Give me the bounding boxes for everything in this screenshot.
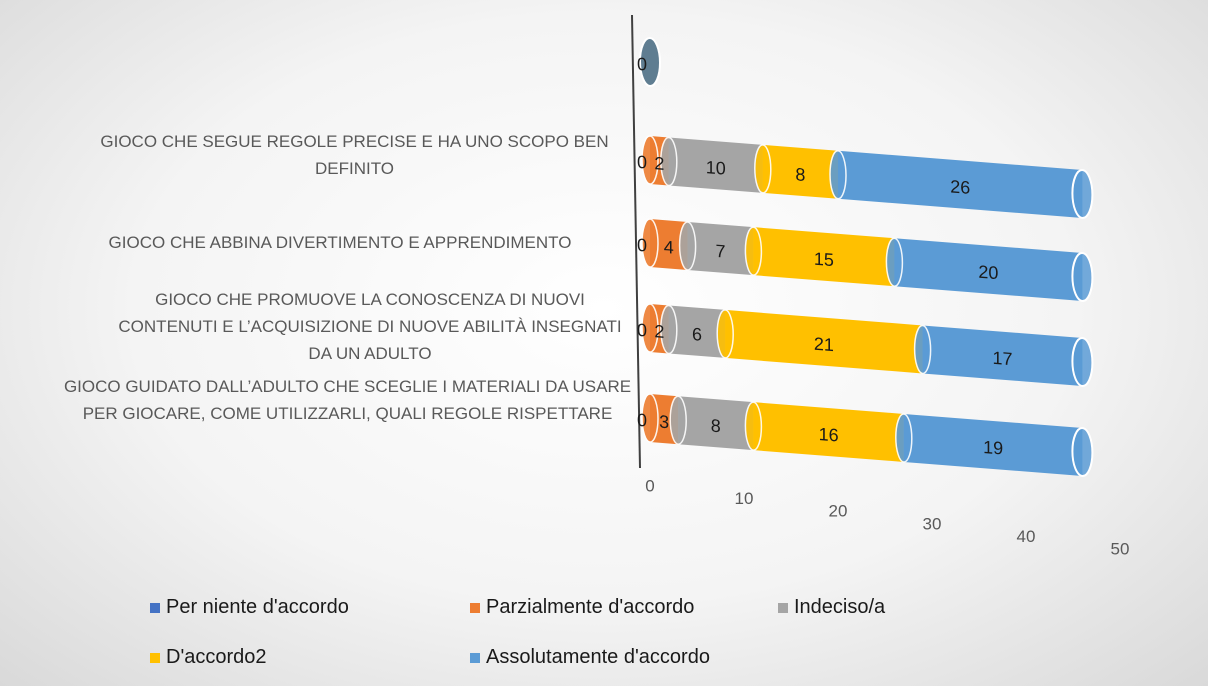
- bar: [725, 309, 923, 374]
- bar: [838, 150, 1083, 219]
- legend-label: Indeciso/a: [794, 596, 886, 618]
- bar-joint: [641, 303, 659, 353]
- bar-joint: [895, 413, 913, 463]
- data-label: 10: [706, 157, 726, 179]
- category-label: GIOCO CHE PROMUOVE LA CONOSCENZA DI NUOV…: [118, 290, 622, 363]
- data-label: 0: [637, 54, 647, 75]
- x-tick-label: 20: [829, 502, 848, 521]
- x-tick-label: 40: [1017, 527, 1036, 546]
- data-label: 19: [983, 437, 1003, 459]
- data-label: 17: [992, 348, 1012, 370]
- bar-joint: [829, 150, 847, 200]
- bar-joint: [669, 395, 687, 445]
- legend-swatch: [470, 652, 480, 663]
- bar-joint: [885, 237, 904, 287]
- legend-item: Assolutamente d'accordo: [470, 646, 710, 669]
- category-label: GIOCO CHE ABBINA DIVERTIMENTO E APPRENDI…: [108, 233, 572, 252]
- bar-joint: [678, 221, 697, 271]
- bar-joint: [744, 226, 763, 276]
- legend-item: D'accordo2: [150, 646, 267, 669]
- bar-joint: [913, 324, 932, 375]
- bar-cap: [1071, 337, 1094, 388]
- data-label: 15: [814, 249, 834, 271]
- bar-joint: [660, 136, 678, 187]
- legend-label: Assolutamente d'accordo: [486, 646, 710, 668]
- bar-cap: [1071, 427, 1094, 478]
- bar: [753, 227, 895, 287]
- bar-cap: [1071, 169, 1094, 220]
- bar-joint: [754, 144, 772, 194]
- bar-joint: [641, 135, 659, 185]
- x-tick-label: 10: [735, 489, 754, 508]
- bar-cap: [1071, 252, 1094, 303]
- legend-swatch: [150, 652, 160, 663]
- bar-row: 0 4 7 15 20: [637, 218, 1094, 303]
- bar-joint: [641, 218, 659, 268]
- bar: [753, 402, 904, 462]
- data-label: 16: [819, 424, 839, 446]
- data-label: 8: [711, 416, 721, 437]
- x-tick-label: 30: [923, 514, 942, 533]
- x-tick-label: 0: [645, 476, 654, 495]
- legend-swatch: [470, 602, 480, 613]
- legend-item: Indeciso/a: [778, 596, 885, 619]
- data-label: 2: [654, 153, 664, 174]
- data-label: 6: [692, 324, 702, 345]
- legend-item: Per niente d'accordo: [150, 596, 349, 619]
- data-label: 26: [950, 176, 970, 198]
- legend-swatch: [150, 602, 160, 613]
- data-label: 0: [637, 235, 647, 256]
- x-tick-label: 50: [1111, 539, 1130, 558]
- data-label: 21: [814, 334, 834, 356]
- bar: [922, 325, 1083, 387]
- bar-row: 0 2 6 21 17: [637, 303, 1094, 388]
- bar: [687, 221, 754, 276]
- bar: [903, 413, 1083, 477]
- legend-swatch: [778, 602, 788, 613]
- data-label: 8: [795, 164, 805, 185]
- bar-cap: [639, 36, 661, 88]
- legend-item: Parzialmente d'accordo: [470, 596, 694, 619]
- bar: [650, 219, 688, 270]
- axis-line: [631, 14, 641, 469]
- data-label: 4: [664, 237, 674, 258]
- category-label: GIOCO GUIDATO DALL’ADULTO CHE SCEGLIE I …: [63, 377, 632, 423]
- data-label: 20: [978, 262, 998, 284]
- legend-label: Per niente d'accordo: [166, 596, 349, 618]
- bar-row: 0 3 8 16 19: [637, 393, 1094, 478]
- bar-row: 0 2 10 8 26: [637, 135, 1094, 220]
- bar-joint: [744, 401, 763, 451]
- data-label: 0: [637, 410, 647, 431]
- bar-joint: [660, 304, 678, 355]
- category-label: GIOCO CHE SEGUE REGOLE PRECISE E HA UNO …: [100, 132, 609, 178]
- legend-label: Parzialmente d'accordo: [486, 596, 695, 618]
- bar: [762, 144, 838, 199]
- data-label: 3: [659, 411, 669, 432]
- bar: [668, 137, 763, 193]
- bar-joint: [641, 393, 659, 443]
- bar: [678, 396, 754, 451]
- bar-joint: [716, 309, 734, 359]
- data-label: 2: [654, 321, 664, 342]
- data-label: 0: [637, 320, 647, 341]
- bar: [668, 305, 726, 358]
- data-label: 7: [715, 241, 725, 262]
- legend-label: D'accordo2: [166, 646, 267, 668]
- bar: [894, 238, 1083, 302]
- bar-row: 0: [637, 36, 661, 88]
- data-label: 0: [637, 152, 647, 173]
